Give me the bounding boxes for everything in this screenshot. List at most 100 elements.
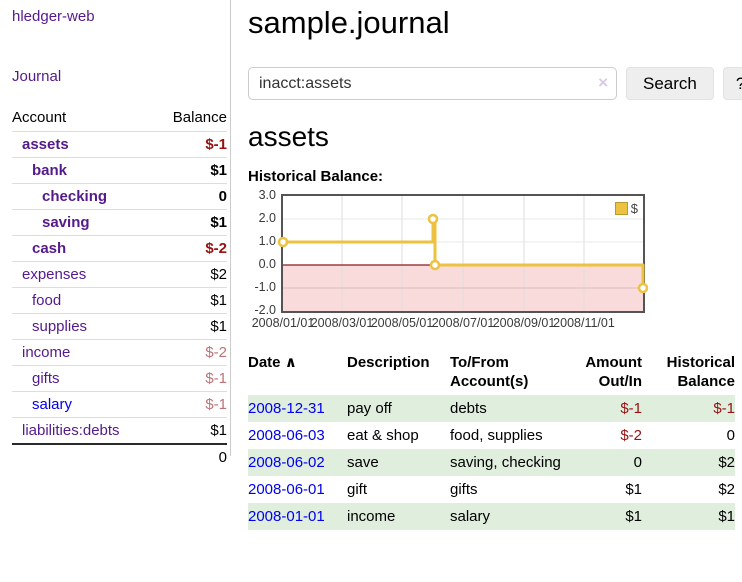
chart-plot-area: $ [277,194,649,313]
sidebar-item-journal[interactable]: Journal [12,68,62,85]
account-balance: $-2 [205,344,227,361]
transaction-description: eat & shop [347,427,419,444]
transaction-amount: $1 [625,481,642,498]
account-row: expenses $2 [12,261,227,288]
search-button[interactable]: Search [626,67,714,100]
transaction-date-link[interactable]: 2008-06-02 [248,454,325,471]
account-balance: $-2 [205,240,227,257]
clear-search-icon[interactable]: × [598,73,608,92]
help-button[interactable]: ? [722,67,742,100]
account-link-food[interactable]: food [32,292,62,309]
account-row: bank $1 [12,157,227,184]
account-balance: $-1 [205,370,227,387]
account-link-checking[interactable]: checking [42,188,108,205]
transaction-balance: $1 [718,508,735,525]
search-input[interactable] [248,67,617,100]
account-row: supplies $1 [12,313,227,340]
balance-column-header: Historical Balance [666,354,735,390]
account-page-title: assets [248,121,329,152]
account-link-bank[interactable]: bank [32,162,68,179]
transaction-description: pay off [347,400,392,417]
y-axis-tick: 3.0 [258,188,276,202]
register-header-row: Date ∧ Description To/From Account(s) Am… [248,351,735,395]
transaction-date-link[interactable]: 2008-06-01 [248,481,325,498]
transaction-balance: $-1 [713,400,735,417]
x-axis-tick: 2008/05/01 [370,316,434,330]
account-row: liabilities:debts $1 [12,417,227,445]
register-table: Date ∧ Description To/From Account(s) Am… [248,351,735,530]
transaction-amount: $-2 [620,427,642,444]
vertical-gridlines [341,196,585,311]
account-balance: $1 [210,214,227,231]
register-row: 2008-06-02 save saving, checking 0 $2 [248,449,735,476]
transaction-date-link[interactable]: 2008-01-01 [248,508,325,525]
account-link-supplies[interactable]: supplies [32,318,88,335]
x-axis-tick: 2008/09/01 [492,316,556,330]
account-link-liabilities-debts[interactable]: liabilities:debts [22,422,120,439]
transaction-accounts: gifts [450,481,478,498]
account-link-assets[interactable]: assets [22,136,69,153]
transaction-balance: 0 [726,427,735,444]
data-point-markers [277,213,649,294]
account-row: checking 0 [12,183,227,210]
main-content: sample.journal × Search ? assets Histori… [231,0,742,582]
account-column-header: Account [12,109,67,126]
account-balance: $1 [210,162,227,179]
transaction-balance: $2 [718,481,735,498]
account-link-cash[interactable]: cash [32,240,67,257]
legend-label: $ [630,201,638,216]
account-link-expenses[interactable]: expenses [22,266,87,283]
accounts-column-header: To/From Account(s) [450,354,529,390]
brand-link[interactable]: hledger-web [12,8,95,25]
account-balance: $2 [210,266,227,283]
account-link-gifts[interactable]: gifts [32,370,60,387]
x-axis-tick: 2008/01/01 [251,316,315,330]
transaction-amount: $1 [625,508,642,525]
page-title: sample.journal [248,5,450,40]
chart-canvas [277,196,649,311]
register-row: 2008-06-03 eat & shop food, supplies $-2… [248,422,735,449]
account-balance: $1 [210,422,227,439]
x-axis-tick: 2008/07/01 [431,316,495,330]
account-link-income[interactable]: income [22,344,71,361]
x-axis-tick: 2008/11/01 [553,316,615,330]
accounts-table: Account Balance assets $-1 bank $1 check… [12,106,227,470]
balance-column-header: Balance [172,109,227,126]
y-axis-tick: 2.0 [258,211,276,225]
sidebar-divider [230,0,231,456]
account-row: gifts $-1 [12,365,227,392]
transaction-description: gift [347,481,368,498]
accounts-table-header: Account Balance [12,106,227,132]
transaction-balance: $2 [718,454,735,471]
transaction-date-link[interactable]: 2008-06-03 [248,427,325,444]
account-row: income $-2 [12,339,227,366]
transaction-accounts: food, supplies [450,427,543,444]
transaction-accounts: saving, checking [450,454,561,471]
account-row: assets $-1 [12,131,227,158]
accounts-total-value: 0 [218,449,227,466]
chart-legend: $ [614,201,638,216]
transaction-accounts: salary [450,508,491,525]
y-axis-tick: -2.0 [254,303,276,317]
search-form: × Search ? [248,67,742,100]
transaction-description: save [347,454,379,471]
account-balance: $1 [210,318,227,335]
accounts-total-row: 0 [12,444,227,470]
transaction-date-link[interactable]: 2008-12-31 [248,400,325,417]
y-axis-tick: 1.0 [258,234,276,248]
account-row: salary $-1 [12,391,227,418]
account-balance: $1 [210,292,227,309]
account-balance: 0 [218,188,227,205]
date-column-header[interactable]: Date ∧ [248,354,297,371]
register-row: 2008-01-01 income salary $1 $1 [248,503,735,530]
sidebar: hledger-web Journal Account Balance asse… [0,0,231,582]
account-balance: $-1 [205,136,227,153]
transaction-amount: 0 [633,454,642,471]
register-row: 2008-12-31 pay off debts $-1 $-1 [248,395,735,422]
account-link-saving[interactable]: saving [42,214,90,231]
y-axis-tick: 0.0 [258,257,276,271]
description-column-header: Description [347,354,430,371]
account-row: food $1 [12,287,227,314]
y-axis-tick: -1.0 [254,280,276,294]
account-link-salary[interactable]: salary [32,396,73,413]
